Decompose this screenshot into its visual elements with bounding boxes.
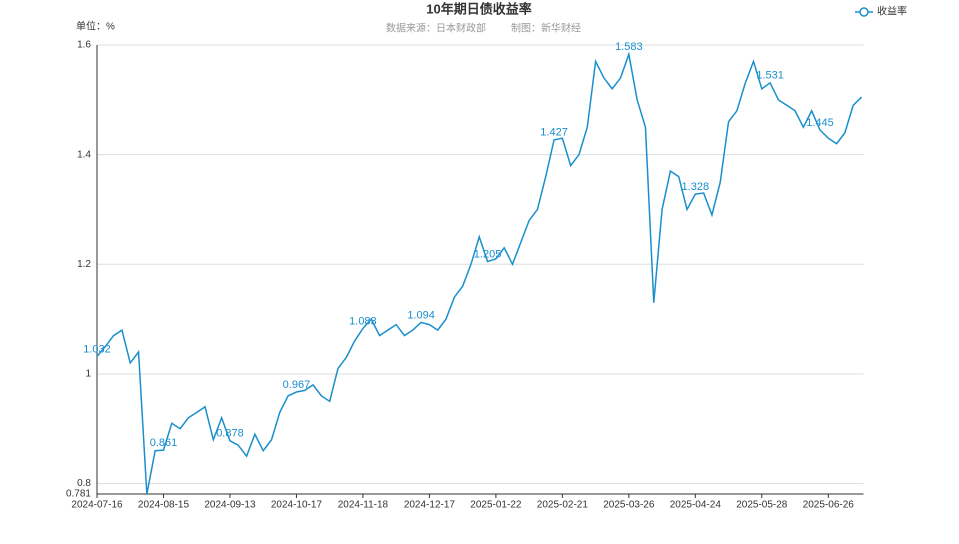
x-tick-label: 2025-05-28 <box>736 500 788 511</box>
chart-title: 10年期日债收益率 <box>426 1 531 16</box>
credit: 制图：新华财经 <box>511 22 581 35</box>
x-tick-label: 2025-03-26 <box>603 500 655 511</box>
x-tick-label: 2024-12-17 <box>404 500 456 511</box>
data-label: 0.861 <box>150 437 178 449</box>
x-tick-label: 2025-06-26 <box>803 500 855 511</box>
y-tick-label: 0.8 <box>77 478 91 489</box>
x-tick-label: 2025-04-24 <box>670 500 722 511</box>
x-tick-label: 2024-07-16 <box>71 500 123 511</box>
y-tick-label: 0.781 <box>66 489 91 500</box>
x-tick-label: 2024-09-13 <box>204 500 256 511</box>
y-tick-label: 1.2 <box>77 259 91 270</box>
series-line <box>96 51 863 495</box>
x-tick-label: 2025-01-22 <box>470 500 522 511</box>
data-label: 1.205 <box>474 248 502 260</box>
x-tick-label: 2024-08-15 <box>138 500 190 511</box>
data-label: 1.328 <box>682 181 710 193</box>
data-label: 1.083 <box>349 315 377 327</box>
data-label: 1.427 <box>540 127 568 139</box>
y-axis-label: 单位：% <box>76 20 115 33</box>
x-tick-label: 2025-02-21 <box>537 500 589 511</box>
data-label: 1.583 <box>615 41 643 53</box>
x-tick-label: 2024-10-17 <box>271 500 323 511</box>
y-tick-label: 1.4 <box>77 149 91 160</box>
y-tick-label: 1.6 <box>77 40 91 51</box>
legend-marker <box>859 7 869 17</box>
data-label: 0.878 <box>216 428 244 440</box>
source: 数据来源：日本财政部 <box>386 22 486 35</box>
data-label: 1.094 <box>407 309 435 321</box>
y-tick-label: 1 <box>85 369 91 380</box>
data-label: 0.967 <box>283 379 311 391</box>
x-tick-label: 2024-11-18 <box>338 500 389 511</box>
data-label: 1.531 <box>756 70 784 82</box>
data-label: 1.032 <box>83 343 111 355</box>
data-label: 1.445 <box>806 117 834 129</box>
legend-label: 收益率 <box>877 5 907 18</box>
